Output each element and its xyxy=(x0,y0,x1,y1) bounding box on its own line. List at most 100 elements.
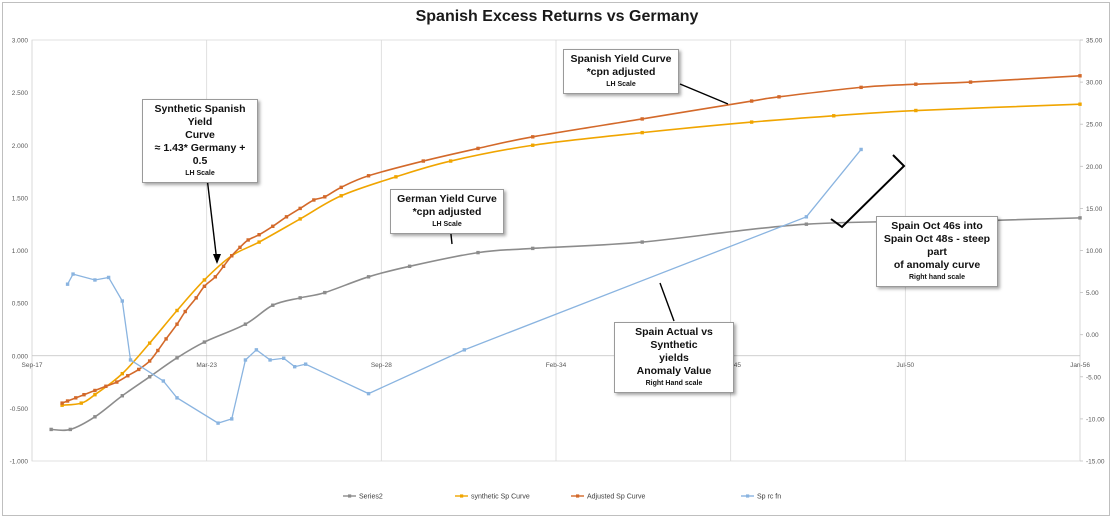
data-point-synthetic-sp-curve xyxy=(120,371,124,376)
data-point-adjusted-sp-curve xyxy=(175,322,179,326)
data-point-adjusted-sp-curve xyxy=(82,392,86,397)
data-point-series2 xyxy=(202,340,207,344)
data-point-adjusted-sp-curve xyxy=(74,396,78,400)
data-point-series2 xyxy=(366,275,371,279)
y-left-tick-label: -0.500 xyxy=(10,406,29,413)
legend-swatch-marker xyxy=(460,494,464,498)
data-point-series2 xyxy=(243,322,248,326)
data-point-synthetic-sp-curve xyxy=(202,278,207,282)
legend-swatch-marker xyxy=(576,494,580,498)
callout-german-scale: LH Scale xyxy=(432,221,462,228)
y-right-tick-label: -10.00 xyxy=(1086,416,1105,423)
data-point-series2 xyxy=(271,303,275,307)
x-tick-label: Mar-23 xyxy=(196,362,217,369)
callout-spanish-curve: Spanish Yield Curve *cpn adjusted LH Sca… xyxy=(563,49,679,94)
data-point-sp-rc-fn xyxy=(243,358,248,362)
data-point-adjusted-sp-curve xyxy=(312,198,316,202)
data-point-adjusted-sp-curve xyxy=(257,233,261,237)
data-point-synthetic-sp-curve xyxy=(339,194,343,198)
data-point-synthetic-sp-curve xyxy=(749,120,754,124)
data-point-sp-rc-fn xyxy=(65,282,70,286)
y-right-tick-label: -5.00 xyxy=(1086,374,1101,381)
data-point-series2 xyxy=(476,250,480,255)
callout-german-text: German Yield Curve *cpn adjusted xyxy=(397,193,497,218)
data-point-synthetic-sp-curve xyxy=(93,392,97,397)
data-point-adjusted-sp-curve xyxy=(246,238,250,242)
data-point-adjusted-sp-curve xyxy=(93,388,97,393)
data-point-adjusted-sp-curve xyxy=(284,215,289,219)
data-point-synthetic-sp-curve xyxy=(147,341,152,345)
data-point-series2 xyxy=(640,240,644,244)
data-point-series2 xyxy=(147,375,152,379)
callout-spanish-scale: LH Scale xyxy=(606,81,636,88)
data-point-adjusted-sp-curve xyxy=(271,224,275,228)
chart-title: Spanish Excess Returns vs Germany xyxy=(415,8,699,25)
data-point-sp-rc-fn xyxy=(292,364,297,369)
y-right-tick-label: 20.00 xyxy=(1086,164,1103,171)
data-point-adjusted-sp-curve xyxy=(104,384,108,388)
data-point-synthetic-sp-curve xyxy=(1078,102,1082,106)
arrow-anomaly xyxy=(659,282,675,322)
data-point-adjusted-sp-curve xyxy=(531,135,535,139)
callout-synthetic-text: Synthetic Spanish Yield Curve ≈ 1.43* Ge… xyxy=(154,103,246,167)
data-point-sp-rc-fn xyxy=(230,417,234,421)
x-tick-label: Sep-28 xyxy=(371,362,392,369)
data-point-series2 xyxy=(49,427,53,432)
callout-anomaly: Spain Actual vs Synthetic yields Anomaly… xyxy=(614,322,734,393)
data-point-synthetic-sp-curve xyxy=(175,308,179,313)
data-point-adjusted-sp-curve xyxy=(749,99,754,103)
callout-oct-scale: Right hand scale xyxy=(908,274,965,281)
data-point-adjusted-sp-curve xyxy=(914,82,918,86)
data-point-adjusted-sp-curve xyxy=(366,174,371,178)
data-point-series2 xyxy=(298,296,302,300)
callout-anomaly-scale: Right Hand scale xyxy=(645,380,703,387)
callout-anomaly-text: Spain Actual vs Synthetic yields Anomaly… xyxy=(635,326,713,377)
data-point-synthetic-sp-curve xyxy=(60,403,64,407)
data-point-synthetic-sp-curve xyxy=(448,159,453,163)
data-point-series2 xyxy=(531,246,535,251)
data-point-sp-rc-fn xyxy=(161,379,166,383)
data-point-adjusted-sp-curve xyxy=(238,245,242,250)
callout-oct-46s-48s: Spain Oct 46s into Spain Oct 48s - steep… xyxy=(876,216,998,287)
y-left-tick-label: 3.000 xyxy=(12,38,29,45)
series-line-series2 xyxy=(51,217,1081,432)
legend: Series2 synthetic Sp Curve Adjusted Sp Cur… xyxy=(343,494,781,501)
data-point-adjusted-sp-curve xyxy=(323,195,327,199)
data-point-adjusted-sp-curve xyxy=(65,399,70,403)
data-point-adjusted-sp-curve xyxy=(221,264,226,268)
data-point-adjusted-sp-curve xyxy=(194,296,198,300)
y-right-tick-label: 10.00 xyxy=(1086,248,1103,255)
data-point-sp-rc-fn xyxy=(268,358,272,362)
data-point-adjusted-sp-curve xyxy=(115,380,119,384)
data-point-sp-rc-fn xyxy=(804,215,809,219)
data-point-series2 xyxy=(323,290,327,295)
bracket-oct xyxy=(830,154,906,229)
y-right-tick-label: 5.00 xyxy=(1086,290,1099,297)
y-left-tick-label: 0.000 xyxy=(12,353,29,360)
data-point-sp-rc-fn xyxy=(216,421,220,425)
y-left-tick-label: 2.500 xyxy=(12,90,29,97)
x-tick-label: Sep-17 xyxy=(22,362,43,369)
arrowhead-synthetic xyxy=(213,254,221,264)
y-right-tick-label: 25.00 xyxy=(1086,122,1103,129)
data-point-adjusted-sp-curve xyxy=(126,374,130,378)
data-point-series2 xyxy=(1078,216,1082,220)
data-point-synthetic-sp-curve xyxy=(79,401,83,405)
callout-synthetic-scale: LH Scale xyxy=(185,170,215,177)
y-right-tick-label: 30.00 xyxy=(1086,80,1103,87)
data-point-series2 xyxy=(407,264,412,268)
data-point-adjusted-sp-curve xyxy=(156,348,160,353)
series-lines xyxy=(49,74,1082,432)
data-point-series2 xyxy=(804,222,809,226)
y-left-tick-label: -1.000 xyxy=(10,459,29,466)
data-point-adjusted-sp-curve xyxy=(213,275,218,279)
data-point-adjusted-sp-curve xyxy=(137,367,141,372)
data-point-adjusted-sp-curve xyxy=(421,159,425,163)
data-point-series2 xyxy=(120,394,124,398)
y-left-tick-label: 2.000 xyxy=(12,143,29,150)
data-point-adjusted-sp-curve xyxy=(147,359,152,363)
series-line-sp-rc-fn xyxy=(67,149,862,424)
y-left-tick-label: 1.500 xyxy=(12,195,29,202)
series-line-adjusted-sp-curve xyxy=(61,74,1081,404)
